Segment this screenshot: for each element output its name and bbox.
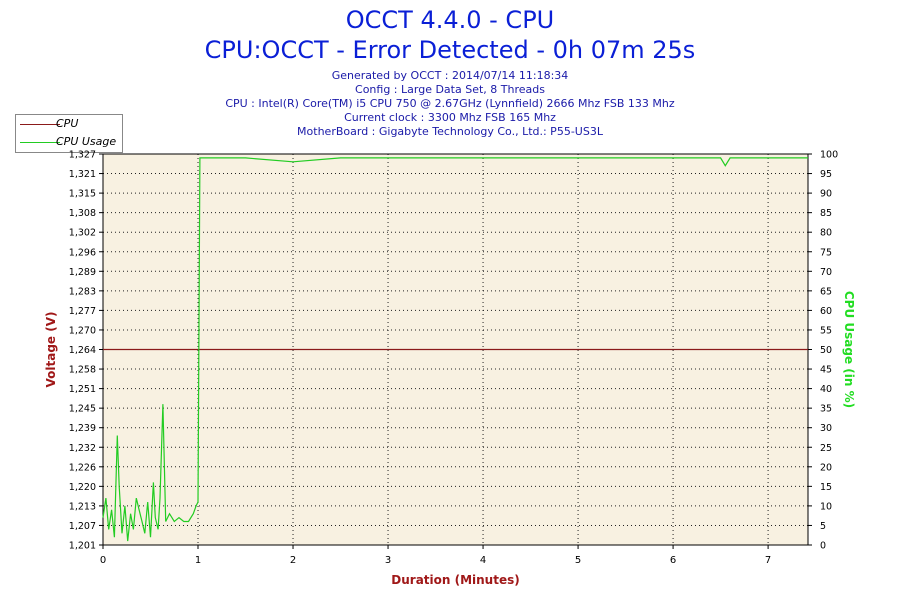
- y-tick-label-right: 55: [820, 325, 832, 336]
- x-axis-label: Duration (Minutes): [391, 573, 519, 587]
- legend-swatch-cpu: [20, 124, 60, 125]
- y-tick-label-right: 95: [820, 169, 832, 180]
- legend-swatch-cpu-usage: [20, 142, 60, 143]
- x-tick-label: 5: [575, 555, 581, 566]
- x-tick-label: 4: [480, 555, 486, 566]
- x-tick-label: 0: [100, 555, 106, 566]
- x-tick-label: 1: [195, 555, 201, 566]
- y-tick-label-right: 70: [820, 267, 832, 278]
- x-tick-label: 7: [765, 555, 771, 566]
- info-generated: Generated by OCCT : 2014/07/14 11:18:34: [331, 69, 569, 82]
- y-tick-label-right: 45: [820, 365, 832, 376]
- y-tick-label-left: 1,245: [69, 404, 96, 415]
- y-tick-label-left: 1,321: [69, 169, 96, 180]
- y-tick-label-left: 1,213: [69, 501, 96, 512]
- y-axis-label-right: CPU Usage (in %): [842, 291, 856, 408]
- y-axis-label-left: Voltage (V): [44, 312, 58, 388]
- legend-label-cpu: CPU: [56, 117, 79, 130]
- y-tick-label-left: 1,232: [69, 443, 96, 454]
- y-tick-label-left: 1,251: [69, 384, 96, 395]
- x-tick-label: 3: [385, 555, 391, 566]
- y-tick-label-right: 15: [820, 482, 832, 493]
- y-tick-label-left: 1,258: [69, 365, 96, 376]
- y-tick-label-left: 1,327: [69, 150, 96, 161]
- chart-subtitle: CPU:OCCT - Error Detected - 0h 07m 25s: [204, 36, 696, 64]
- info-config: Config : Large Data Set, 8 Threads: [355, 83, 545, 96]
- y-tick-label-right: 20: [820, 462, 832, 473]
- y-tick-label-right: 90: [820, 189, 832, 200]
- y-tick-label-left: 1,283: [69, 286, 96, 297]
- y-tick-label-left: 1,302: [69, 228, 96, 239]
- y-tick-label-left: 1,239: [69, 423, 96, 434]
- y-tick-label-right: 85: [820, 208, 832, 219]
- y-tick-label-left: 1,315: [69, 189, 96, 200]
- y-tick-label-left: 1,296: [69, 247, 96, 258]
- legend-item-cpu-usage: CPU Usage: [16, 133, 122, 151]
- y-tick-label-right: 80: [820, 228, 832, 239]
- y-tick-label-left: 1,264: [69, 345, 96, 356]
- legend-label-cpu-usage: CPU Usage: [56, 135, 117, 148]
- y-tick-label-left: 1,226: [69, 462, 96, 473]
- info-cpu: CPU : Intel(R) Core(TM) i5 CPU 750 @ 2.6…: [225, 97, 675, 110]
- y-tick-label-right: 100: [820, 150, 838, 161]
- y-tick-label-left: 1,308: [69, 208, 96, 219]
- chart-info: Generated by OCCT : 2014/07/14 11:18:34 …: [0, 69, 900, 139]
- chart-title: OCCT 4.4.0 - CPU: [345, 6, 555, 34]
- y-tick-label-right: 65: [820, 286, 832, 297]
- y-tick-label-right: 30: [820, 423, 832, 434]
- x-tick-label: 2: [290, 555, 296, 566]
- y-tick-label-right: 35: [820, 404, 832, 415]
- y-tick-label-right: 60: [820, 306, 832, 317]
- y-tick-label-right: 50: [820, 345, 832, 356]
- y-tick-label-left: 1,207: [69, 521, 96, 532]
- y-tick-label-left: 1,289: [69, 267, 96, 278]
- y-tick-label-left: 1,201: [69, 541, 96, 552]
- chart-legend: CPU CPU Usage: [15, 114, 123, 153]
- y-tick-label-right: 25: [820, 443, 832, 454]
- info-clock: Current clock : 3300 Mhz FSB 165 Mhz: [344, 111, 556, 124]
- y-tick-label-right: 40: [820, 384, 832, 395]
- y-tick-label-left: 1,270: [69, 325, 96, 336]
- x-tick-label: 6: [670, 555, 676, 566]
- info-motherboard: MotherBoard : Gigabyte Technology Co., L…: [297, 125, 603, 138]
- y-tick-label-left: 1,277: [69, 306, 96, 317]
- y-tick-label-right: 75: [820, 247, 832, 258]
- legend-item-cpu: CPU: [16, 115, 122, 133]
- y-tick-label-right: 0: [820, 541, 826, 552]
- y-tick-label-left: 1,220: [69, 482, 96, 493]
- y-tick-label-right: 10: [820, 501, 832, 512]
- y-tick-label-right: 5: [820, 521, 826, 532]
- series-line-cpu-usage: [102, 157, 808, 542]
